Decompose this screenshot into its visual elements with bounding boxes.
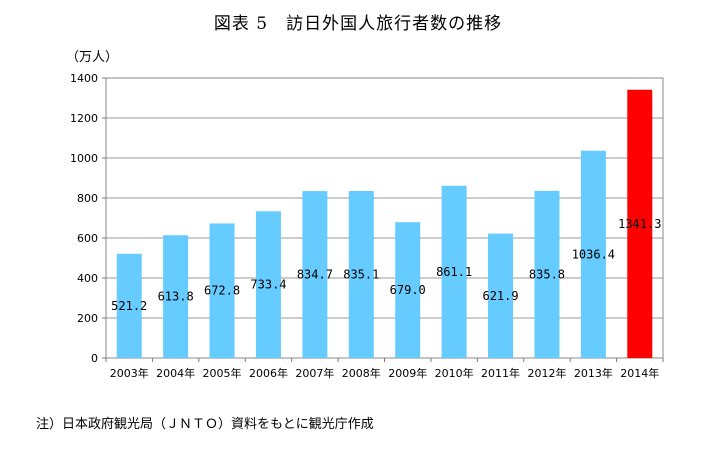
y-tick-label: 400 <box>77 272 98 285</box>
data-label: 679.0 <box>390 283 426 297</box>
data-label: 613.8 <box>158 290 194 304</box>
x-tick-label: 2005年 <box>203 366 242 380</box>
bar <box>534 190 560 358</box>
y-tick-label: 1400 <box>70 72 98 85</box>
x-tick-label: 2011年 <box>481 366 520 380</box>
y-tick-label: 0 <box>91 352 98 365</box>
y-tick-label: 800 <box>77 192 98 205</box>
y-tick-label: 200 <box>77 312 98 325</box>
x-tick-label: 2014年 <box>620 366 659 380</box>
y-axis-unit-label: （万人） <box>66 50 119 65</box>
source-note: 注）日本政府観光局（ＪＮＴＯ）資料をもとに観光庁作成 <box>36 417 374 432</box>
bar <box>395 222 421 358</box>
x-tick-label: 2004年 <box>156 366 195 380</box>
data-label: 1036.4 <box>572 247 615 261</box>
bar <box>580 150 606 358</box>
bar <box>488 233 514 358</box>
bar <box>627 89 653 359</box>
x-tick-label: 2009年 <box>388 366 427 380</box>
bar <box>116 253 142 358</box>
x-tick-label: 2012年 <box>527 366 566 380</box>
x-tick-label: 2003年 <box>110 366 149 380</box>
data-label: 835.1 <box>343 267 379 281</box>
x-tick-label: 2013年 <box>574 366 613 380</box>
data-label: 835.8 <box>529 267 565 281</box>
data-label: 834.7 <box>297 268 333 282</box>
data-label: 521.2 <box>111 299 147 313</box>
bar <box>441 185 467 358</box>
y-tick-label: 1000 <box>70 152 98 165</box>
y-tick-label: 600 <box>77 232 98 245</box>
bar <box>163 235 189 358</box>
bar <box>348 190 374 358</box>
x-tick-label: 2010年 <box>435 366 474 380</box>
bar <box>255 211 281 358</box>
data-label: 621.9 <box>482 289 518 303</box>
x-tick-label: 2006年 <box>249 366 288 380</box>
data-label: 672.8 <box>204 284 240 298</box>
bar <box>209 223 235 358</box>
data-label: 1341.3 <box>618 217 661 231</box>
bar <box>302 191 328 358</box>
y-tick-label: 1200 <box>70 112 98 125</box>
x-tick-label: 2008年 <box>342 366 381 380</box>
data-label: 861.1 <box>436 265 472 279</box>
chart-title: 図表 5 訪日外国人旅行者数の推移 <box>213 14 503 34</box>
x-tick-label: 2007年 <box>295 366 334 380</box>
plot-area <box>105 77 664 359</box>
data-label: 733.4 <box>250 278 286 292</box>
